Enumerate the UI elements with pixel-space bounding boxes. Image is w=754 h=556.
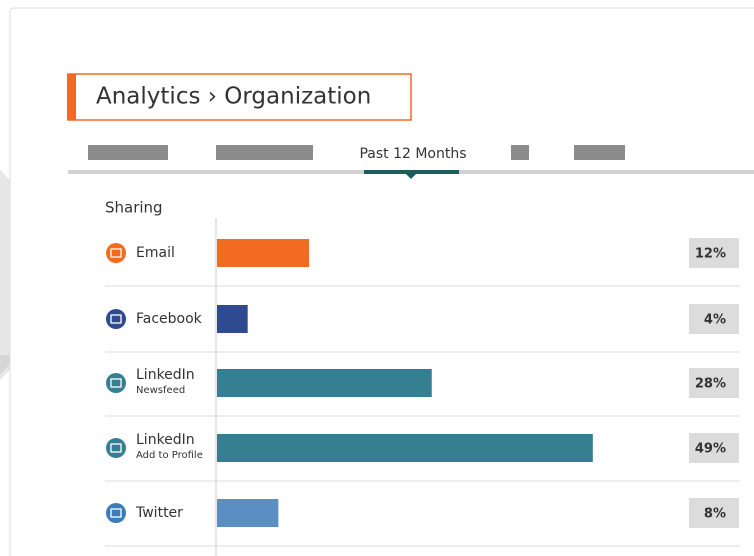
bar [217,305,248,333]
title-box [67,73,412,121]
bar [217,499,279,527]
row-label: LinkedIn [136,367,195,383]
tab[interactable] [88,145,168,160]
bar [217,369,432,397]
value-box [689,498,739,528]
icon-glyph [110,508,122,518]
row-sublabel: Add to Profile [136,450,203,461]
value-box [689,304,739,334]
value-label: 12% [695,247,726,262]
row-sublabel: Newsfeed [136,385,185,396]
title-accent [67,74,76,120]
icon-glyph [110,378,122,388]
icon [106,373,126,393]
tab[interactable] [216,145,313,160]
value-box [689,238,739,268]
active-tab[interactable]: Past 12 Months [359,146,466,162]
value-label: 4% [704,313,726,328]
value-box [689,368,739,398]
icon [106,438,126,458]
row-label: Twitter [135,505,183,521]
icon-glyph [110,314,122,324]
bar [217,239,310,267]
row-label: Facebook [136,311,203,327]
value-label: 49% [695,442,726,457]
value-label: 8% [704,507,726,522]
card [9,7,754,556]
section-title: Sharing [105,199,163,217]
page-title: Analytics › Organization [96,84,371,110]
tab-pointer [406,174,416,179]
value-label: 28% [695,377,726,392]
row-label: Email [136,245,175,261]
icon-glyph [110,443,122,453]
icon [106,309,126,329]
tab-underline [364,170,459,174]
row-label: LinkedIn [136,432,195,448]
icon [106,503,126,523]
icon [106,243,126,263]
icon-glyph [110,248,122,258]
tab[interactable] [511,145,529,160]
bar [217,434,593,462]
tab[interactable] [574,145,625,160]
value-box [689,433,739,463]
